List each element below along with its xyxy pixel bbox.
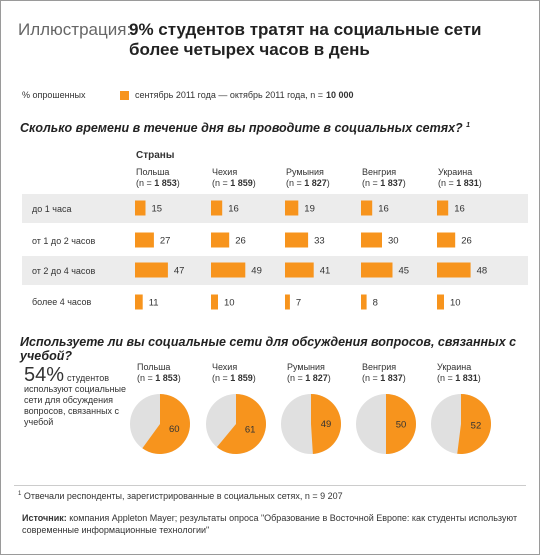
- bar-value-label-1-3: 10: [224, 298, 235, 309]
- legend: сентябрь 2011 года — октябрь 2011 года, …: [120, 90, 354, 100]
- bar-value-label-3-0: 16: [378, 204, 389, 215]
- country-n: (n = 1 831): [438, 178, 482, 188]
- bar-4-0: [437, 200, 449, 216]
- question-1-text: Сколько времени в течение дня вы проводи…: [20, 121, 463, 135]
- bar-1-2: [211, 262, 246, 278]
- bar-0-2: [135, 262, 168, 278]
- country-header-romania: Румыния (n = 1 827): [286, 167, 330, 189]
- bar-value-label-3-1: 30: [388, 236, 399, 247]
- legend-n-value: 10 000: [325, 90, 354, 100]
- bar-value-label-1-0: 16: [228, 204, 239, 215]
- pie-value-label-0: 60: [169, 424, 180, 435]
- bar-value-label-3-2: 45: [399, 266, 410, 277]
- question-1-footnote-mark: 1: [466, 121, 471, 129]
- bar-value-label-2-1: 33: [314, 236, 325, 247]
- bar-value-label-1-1: 26: [235, 236, 246, 247]
- bar-value-label-0-0: 15: [152, 204, 163, 215]
- legend-text: сентябрь 2011 года — октябрь 2011 года, …: [135, 90, 323, 100]
- footnote-text: Отвечали респонденты, зарегистрированные…: [23, 491, 343, 501]
- pie-value-label-2: 49: [321, 419, 332, 430]
- bar-4-3: [437, 294, 444, 310]
- country-n: (n = 1 859): [212, 178, 256, 188]
- source: Источник: компания Appleton Mayer; резул…: [22, 512, 522, 536]
- bar-0-1: [135, 232, 154, 248]
- country-header-czech: Чехия (n = 1 859): [212, 167, 256, 189]
- bar-2-0: [285, 200, 299, 216]
- bar-4-2: [437, 262, 471, 278]
- page-title: 9% студентов тратят на социальные сети б…: [129, 20, 482, 59]
- row-label-over-4h: более 4 часов: [32, 297, 92, 307]
- percent-note: % опрошенных: [22, 90, 86, 100]
- bar-3-0: [361, 200, 373, 216]
- question-2: Используете ли вы социальные сети для об…: [20, 335, 517, 363]
- country-header-poland: Польша (n = 1 853): [136, 167, 180, 189]
- source-text: компания Appleton Mayer; результаты опро…: [22, 513, 518, 535]
- pie-header-ukraine: Украина (n = 1 831): [437, 362, 481, 383]
- row-label-under-1h: до 1 часа: [32, 204, 72, 214]
- bar-value-label-3-3: 8: [373, 298, 378, 309]
- bar-1-1: [211, 232, 230, 248]
- bar-2-1: [285, 232, 309, 248]
- bar-value-label-0-3: 11: [149, 298, 159, 309]
- bar-value-label-4-1: 26: [461, 236, 472, 247]
- big-stat: 54% студентов используют социальные сети …: [24, 365, 134, 428]
- pie-header-romania: Румыния (n = 1 827): [287, 362, 331, 383]
- bar-value-label-4-2: 48: [477, 266, 488, 277]
- divider: [14, 485, 526, 486]
- pie-header-hungary: Венгрия (n = 1 837): [362, 362, 406, 383]
- bar-value-label-1-2: 49: [251, 266, 262, 277]
- pie-header-czech: Чехия (n = 1 859): [212, 362, 256, 383]
- bar-value-label-2-0: 19: [304, 204, 315, 215]
- pie-slice-0: [142, 394, 190, 455]
- pie-value-label-3: 50: [396, 420, 407, 431]
- country-name: Венгрия: [362, 167, 397, 177]
- pie-slice-4: [457, 394, 492, 454]
- country-name: Польша: [136, 167, 170, 177]
- source-label: Источник:: [22, 513, 67, 523]
- row-label-2-4h: от 2 до 4 часов: [32, 266, 96, 276]
- bar-value-label-4-0: 16: [454, 204, 465, 215]
- bar-1-3: [211, 294, 218, 310]
- country-name: Чехия: [212, 167, 238, 177]
- bar-4-1: [437, 232, 456, 248]
- pie-slice-3: [386, 394, 416, 454]
- footnote: 1 Отвечали респонденты, зарегистрированн…: [18, 491, 343, 501]
- bar-value-label-2-3: 7: [296, 298, 301, 309]
- country-name: Украина: [438, 167, 473, 177]
- bar-3-3: [361, 294, 367, 310]
- bar-2-3: [285, 294, 290, 310]
- bar-3-1: [361, 232, 382, 248]
- row-label-1-2h: от 1 до 2 часов: [32, 236, 96, 246]
- illustration-label: Иллюстрация:: [18, 20, 132, 39]
- bar-value-label-0-2: 47: [174, 266, 185, 277]
- bar-0-3: [135, 294, 143, 310]
- bar-2-2: [285, 262, 314, 278]
- legend-swatch: [120, 90, 129, 100]
- pie-value-label-4: 52: [471, 420, 482, 431]
- bar-value-label-0-1: 27: [160, 236, 171, 247]
- big-stat-text: студентов используют социальные сети для…: [24, 373, 127, 427]
- country-header-ukraine: Украина (n = 1 831): [438, 167, 482, 189]
- bar-0-0: [135, 200, 146, 216]
- pie-header-poland: Польша (n = 1 853): [137, 362, 181, 383]
- country-n: (n = 1 853): [136, 178, 180, 188]
- countries-heading: Страны: [136, 150, 175, 161]
- country-n: (n = 1 827): [286, 178, 330, 188]
- question-1: Сколько времени в течение дня вы проводи…: [20, 121, 470, 135]
- bar-value-label-2-2: 41: [320, 266, 331, 277]
- country-n: (n = 1 837): [362, 178, 406, 188]
- bar-3-2: [361, 262, 393, 278]
- country-name: Румыния: [286, 167, 324, 177]
- bar-value-label-4-3: 10: [450, 298, 461, 309]
- big-stat-value: 54%: [24, 364, 65, 386]
- footnote-mark: 1: [18, 491, 22, 497]
- pie-value-label-1: 61: [245, 425, 256, 436]
- pie-slice-1: [216, 394, 267, 455]
- pie-slice-2: [311, 394, 342, 454]
- bar-1-0: [211, 200, 223, 216]
- country-header-hungary: Венгрия (n = 1 837): [362, 167, 406, 189]
